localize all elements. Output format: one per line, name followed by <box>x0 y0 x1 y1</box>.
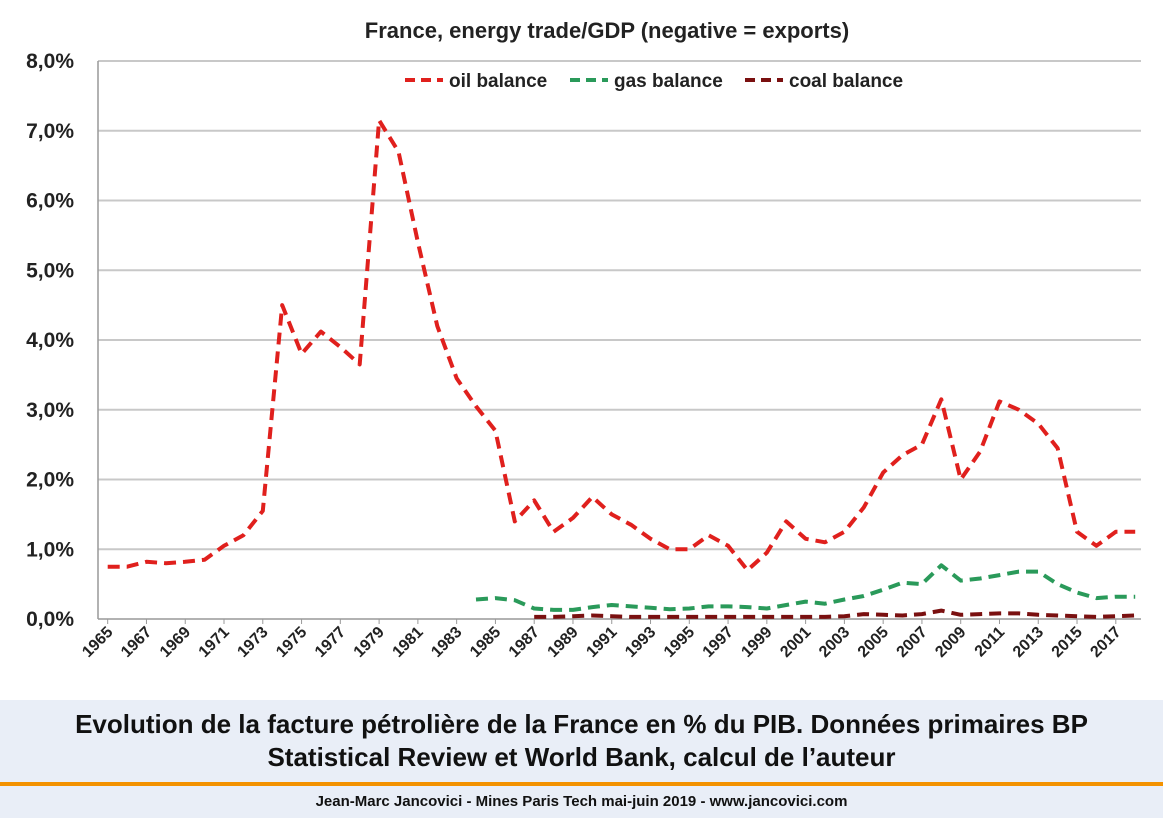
x-tick-label: 2013 <box>1010 624 1047 661</box>
series-oil-balance <box>107 118 1136 573</box>
x-tick-label: 1989 <box>545 624 582 661</box>
x-tick-label: 1995 <box>661 624 698 661</box>
x-axis: 1965 1967 1969 1971 1973 1975 1977 1979 1981 1983… <box>79 618 1141 661</box>
x-tick-label: 1969 <box>157 624 194 661</box>
legend-label: gas balance <box>614 71 723 92</box>
caption-line-1: Evolution de la facture pétrolière de la… <box>75 709 1088 739</box>
y-tick-label: 4,0% <box>26 329 74 352</box>
x-tick-label: 1967 <box>118 624 155 661</box>
figure-caption: Evolution de la facture pétrolière de la… <box>0 700 1163 782</box>
y-axis: 0,0% 1,0% 2,0% 3,0% 4,0% 5,0% 6,0% 7,0% 8,0% <box>26 50 99 631</box>
legend: oil balance gas balance coal balance <box>405 71 903 92</box>
x-tick-label: 1977 <box>312 624 349 661</box>
line-chart: France, energy trade/GDP (negative = exp… <box>26 18 1141 661</box>
x-tick-label: 1981 <box>390 624 427 661</box>
x-tick-label: 2011 <box>972 624 1009 661</box>
series-line <box>107 118 1136 573</box>
x-tick-label: 2017 <box>1087 624 1124 661</box>
series-lines <box>107 118 1136 619</box>
series-coal-balance <box>534 608 1136 619</box>
x-tick-label: 1985 <box>467 624 504 661</box>
x-tick-label: 2005 <box>855 624 892 661</box>
x-tick-label: 1979 <box>351 624 388 661</box>
x-tick-label: 1999 <box>738 624 775 661</box>
x-tick-label: 1965 <box>79 624 116 661</box>
x-tick-label: 1983 <box>428 624 465 661</box>
x-tick-label: 1975 <box>273 624 310 661</box>
divider <box>0 782 1163 786</box>
footer-credit: Jean-Marc Jancovici - Mines Paris Tech m… <box>0 786 1163 818</box>
x-tick-label: 2007 <box>894 624 931 661</box>
series-gas-balance <box>475 563 1136 612</box>
x-tick-label: 1971 <box>196 624 233 661</box>
y-tick-label: 1,0% <box>26 538 74 561</box>
series-line <box>534 608 1136 619</box>
chart-title: France, energy trade/GDP (negative = exp… <box>365 18 849 43</box>
x-tick-label: 1997 <box>700 624 737 661</box>
x-tick-label: 1993 <box>622 624 659 661</box>
x-tick-label: 2009 <box>932 624 969 661</box>
y-tick-label: 3,0% <box>26 399 74 422</box>
y-tick-label: 7,0% <box>26 120 74 143</box>
y-tick-label: 8,0% <box>26 50 74 73</box>
y-tick-label: 5,0% <box>26 259 74 282</box>
chart-panel: France, energy trade/GDP (negative = exp… <box>26 18 1141 661</box>
y-tick-label: 2,0% <box>26 469 74 492</box>
x-tick-label: 1987 <box>506 624 543 661</box>
series-line <box>475 563 1136 612</box>
x-tick-label: 2001 <box>777 624 814 661</box>
legend-item-oil-balance: oil balance <box>405 71 547 92</box>
y-tick-label: 6,0% <box>26 190 74 213</box>
x-tick-label: 2003 <box>816 624 853 661</box>
x-tick-label: 2015 <box>1049 624 1086 661</box>
y-tick-label: 0,0% <box>26 608 74 631</box>
legend-item-coal-balance: coal balance <box>745 71 903 92</box>
legend-item-gas-balance: gas balance <box>570 71 723 92</box>
legend-label: coal balance <box>789 71 903 92</box>
legend-label: oil balance <box>449 71 547 92</box>
gridlines <box>98 60 1141 551</box>
x-tick-label: 1991 <box>583 624 620 661</box>
caption-line-2: Statistical Review et World Bank, calcul… <box>267 742 896 772</box>
x-tick-label: 1973 <box>234 624 271 661</box>
